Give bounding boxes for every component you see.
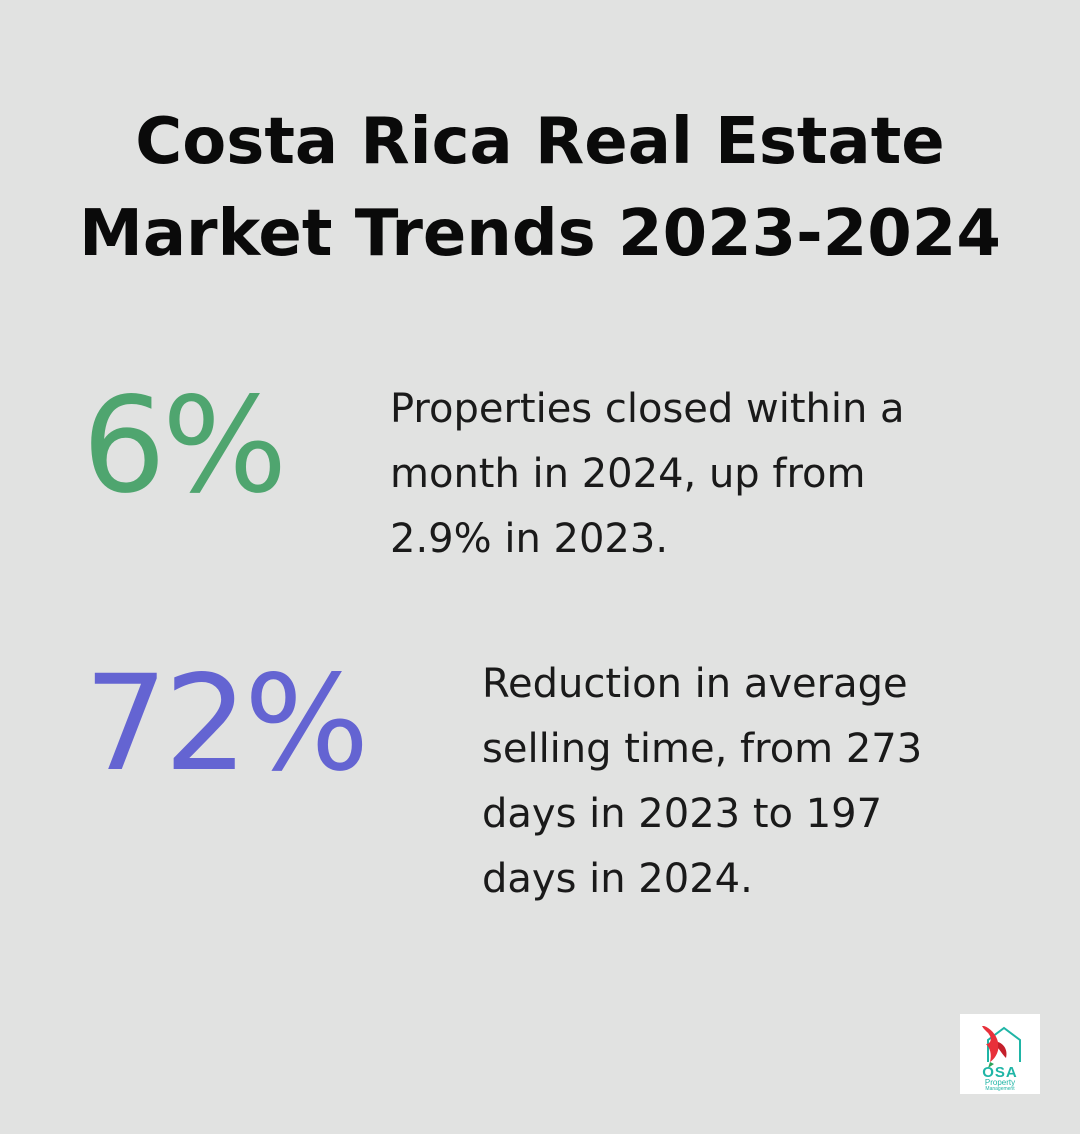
title-line-1: Costa Rica Real Estate [135, 105, 945, 179]
description-line: days in 2023 to 197 [482, 791, 883, 837]
description-line: selling time, from 273 [482, 726, 923, 772]
description-line: Reduction in average [482, 661, 908, 707]
title-line-2: Market Trends 2023-2024 [79, 197, 1001, 271]
parrot-house-icon [982, 1026, 1021, 1068]
description-line: 2.9% in 2023. [390, 516, 669, 562]
logo-name: OSA [982, 1064, 1018, 1081]
description-line: Properties closed within a [390, 386, 905, 432]
description-line: month in 2024, up from [390, 451, 866, 497]
logo-subtitle-small: Management [985, 1086, 1015, 1092]
logo-subtitle: Property [984, 1078, 1016, 1087]
stat-description-selling-time-reduction: Reduction in average selling time, from … [482, 652, 922, 912]
page-title: Costa Rica Real Estate Market Trends 202… [0, 96, 1080, 280]
description-line: days in 2024. [482, 856, 753, 902]
osa-logo: OSA Property Management [960, 1014, 1040, 1094]
stat-value-selling-time-reduction: 72% [84, 647, 369, 801]
stat-value-closed-within-month: 6% [82, 369, 287, 523]
stat-description-closed-within-month: Properties closed within a month in 2024… [390, 377, 905, 572]
